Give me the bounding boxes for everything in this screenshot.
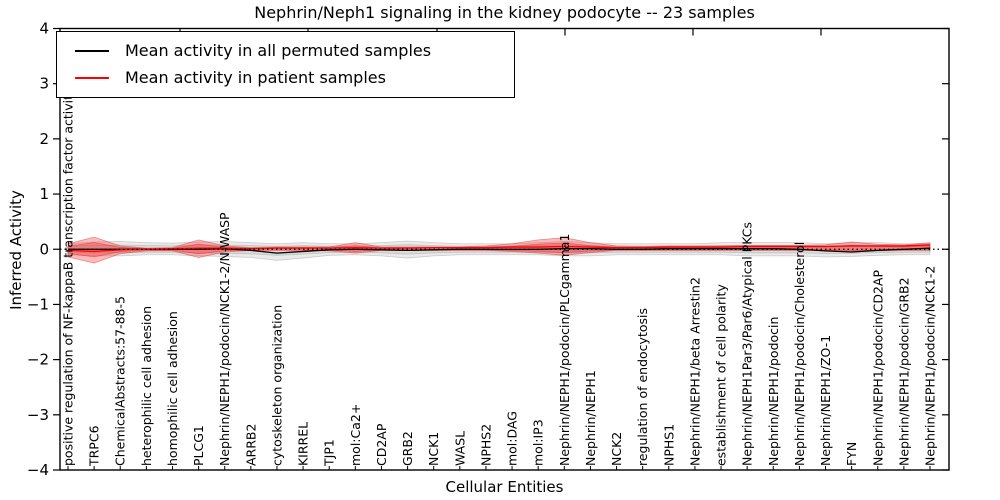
x-tick-label: Nephrin/NEPH1/podocin/Cholesterol	[792, 242, 807, 466]
x-tick-label: mol:DAG	[505, 411, 520, 466]
x-tick-label: NCK2	[609, 432, 624, 466]
x-tick-label: Nephrin/NEPH1/podocin/GRB2	[896, 277, 911, 466]
y-tick-label: −4	[27, 461, 49, 479]
x-tick-label: PLCG1	[191, 425, 206, 466]
x-tick-label: CD2AP	[374, 423, 389, 466]
x-tick-label: Nephrin/NEPH1/podocin	[766, 317, 781, 466]
legend-label-patient: Mean activity in patient samples	[125, 68, 386, 87]
mean-permuted-line	[68, 247, 931, 254]
patient-range-band	[67, 236, 931, 264]
x-tick-label: ARRB2	[243, 424, 258, 466]
x-tick-label: Nephrin/NEPH1/beta Arrestin2	[687, 277, 702, 466]
y-tick-label: 1	[39, 185, 49, 203]
x-tick-label: TRPC6	[87, 425, 102, 467]
x-tick-label: Nephrin/NEPH1Par3/Par6/Atypical PKCs	[740, 222, 755, 466]
legend-line-patient-swatch	[75, 77, 109, 79]
x-tick-label: NCK1	[426, 432, 441, 466]
x-tick-label: regulation of endocytosis	[635, 308, 650, 466]
mean-patient-line	[67, 244, 931, 253]
permuted-range-band	[67, 240, 931, 261]
x-tick-label: homophilic cell adhesion	[165, 311, 180, 466]
y-tick-label: −1	[27, 295, 49, 313]
x-tick-label: Nephrin/NEPH1/podocin/PLCgamma1	[557, 234, 572, 466]
legend-item-patient: Mean activity in patient samples	[57, 70, 514, 86]
x-tick-label: KIRREL	[296, 422, 311, 466]
x-tick-label: heterophilic cell adhesion	[139, 306, 154, 466]
x-tick-label: ChemicalAbstracts:57-88-5	[113, 296, 128, 466]
chart-title: Nephrin/Neph1 signaling in the kidney po…	[254, 3, 755, 22]
x-axis-label: Cellular Entities	[445, 478, 564, 496]
legend-label-permuted: Mean activity in all permuted samples	[125, 41, 432, 60]
legend-line-permuted-swatch	[75, 50, 109, 52]
x-tick-labels: positive regulation of NF-kappaB transcr…	[61, 87, 938, 467]
x-tick-label: Nephrin/NEPH1/podocin/CD2AP	[870, 270, 885, 466]
x-tick-label: Nephrin/NEPH1/podocin/NCK1-2/N-WASP	[217, 212, 232, 466]
y-tick-label: 2	[39, 130, 49, 148]
x-tick-label: Nephrin/NEPH1	[583, 370, 598, 466]
x-tick-label: FYN	[844, 442, 859, 466]
x-tick-label: establishment of cell polarity	[714, 284, 729, 466]
x-tick-label: Nephrin/NEPH1/podocin/NCK1-2	[923, 266, 938, 466]
x-tick-label: NPHS1	[661, 424, 676, 466]
x-tick-label: Nephrin/NEPH1/ZO-1	[818, 335, 833, 466]
y-tick-label: 4	[39, 20, 49, 38]
x-tick-label: NPHS2	[478, 424, 493, 466]
x-tick-label: WASL	[452, 431, 467, 466]
y-tick-label: 0	[39, 240, 49, 258]
x-tick-label: mol:Ca2+	[348, 404, 363, 466]
x-tick-label: cytoskeleton organization	[269, 305, 284, 466]
x-tick-label: positive regulation of NF-kappaB transcr…	[61, 87, 76, 466]
x-tick-label: mol:IP3	[531, 419, 546, 466]
legend: Mean activity in all permuted samples Me…	[56, 31, 515, 98]
legend-item-permuted: Mean activity in all permuted samples	[57, 43, 514, 59]
y-tick-label: −3	[27, 406, 49, 424]
x-tick-label: TJP1	[322, 439, 337, 467]
y-tick-label: −2	[27, 351, 49, 369]
y-tick-label: 3	[39, 75, 49, 93]
x-tick-label: GRB2	[400, 431, 415, 466]
